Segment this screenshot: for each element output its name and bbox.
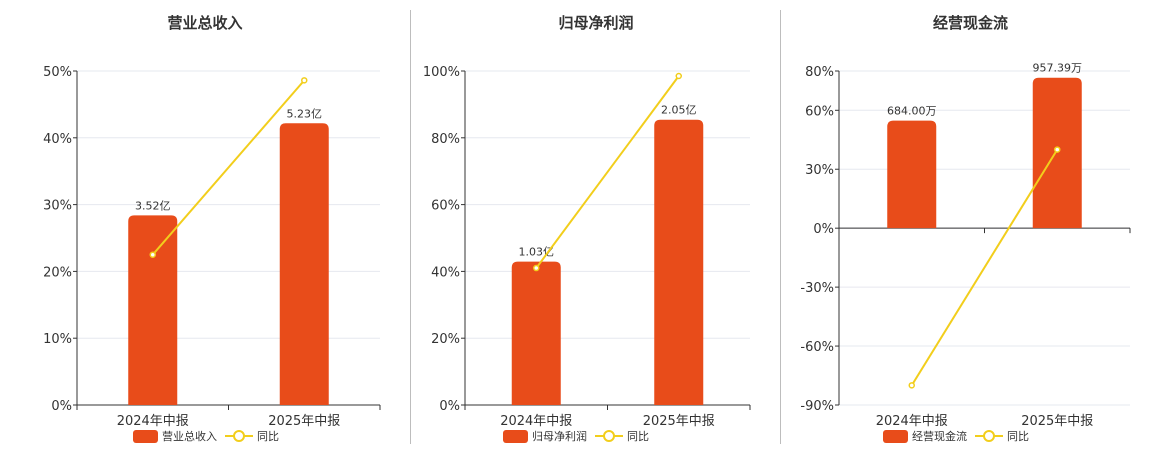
legend-bar-swatch	[883, 429, 908, 443]
legend-item-line[interactable]: 同比	[225, 428, 279, 444]
bar[interactable]	[279, 123, 329, 406]
yoy-point[interactable]	[533, 264, 540, 272]
y-tick-label: 20%	[43, 265, 72, 280]
chart-panel-cash-flow: 经营现金流 -90% -60% -30% 0% 30% 60% 80% 684.00万 2024…	[781, 0, 1160, 450]
chart-plot: -90% -60% -30% 0% 30% 60% 80% 684.00万 2024年中报 957…	[800, 62, 1131, 429]
yoy-point[interactable]	[1054, 146, 1061, 153]
y-tick-label: 40%	[431, 265, 460, 280]
bar[interactable]	[887, 120, 937, 229]
yoy-line	[535, 75, 680, 269]
legend-bar-label: 营业总收入	[162, 430, 217, 443]
y-tick-label: 30%	[43, 199, 72, 214]
legend: 归母净利润 同比	[503, 428, 649, 444]
legend: 营业总收入 同比	[133, 428, 279, 444]
legend-item-bar[interactable]: 营业总收入	[133, 428, 217, 444]
panel-divider	[780, 10, 781, 444]
y-tick-label: 0%	[439, 399, 460, 414]
chart-title: 经营现金流	[932, 14, 1008, 32]
x-tick-label: 2025年中报	[643, 414, 715, 429]
y-tick-label: 30%	[805, 163, 834, 178]
legend-bar-label: 归母净利润	[532, 430, 587, 443]
y-tick-label: -60%	[800, 340, 834, 355]
yoy-point[interactable]	[675, 72, 682, 80]
x-tick-label: 2025年中报	[268, 414, 340, 429]
chart-panel-net-profit: 归母净利润 0% 20% 40% 60% 80% 100% 1.03亿 2024年中报 2.05…	[411, 0, 781, 450]
y-tick-label: 20%	[431, 332, 460, 347]
y-tick-label: 0%	[813, 222, 834, 237]
legend-item-bar[interactable]: 经营现金流	[883, 428, 967, 444]
legend: 经营现金流 同比	[883, 428, 1029, 444]
legend-bar-swatch	[503, 429, 528, 443]
chart-plot: 0% 10% 20% 30% 40% 50% 3.52亿 2024年中报 5.23亿 2025年中…	[43, 65, 381, 429]
y-tick-label: 0%	[51, 399, 72, 414]
yoy-line	[910, 149, 1059, 386]
data-label: 957.39万	[1033, 62, 1083, 75]
data-label: 2.05亿	[661, 104, 697, 117]
y-tick-label: 60%	[431, 199, 460, 214]
legend-item-line[interactable]: 同比	[975, 428, 1029, 444]
legend-line-label: 同比	[1007, 430, 1029, 443]
yoy-point[interactable]	[301, 77, 308, 84]
x-tick-label: 2024年中报	[117, 414, 189, 429]
x-tick-label: 2024年中报	[500, 414, 572, 429]
legend-line-swatch	[595, 429, 623, 443]
y-tick-label: 60%	[805, 104, 834, 119]
bar[interactable]	[654, 119, 704, 405]
chart-title: 营业总收入	[167, 14, 243, 32]
y-tick-label: -30%	[800, 281, 834, 296]
legend-line-label: 同比	[257, 430, 279, 443]
bar[interactable]	[1032, 77, 1082, 229]
y-tick-label: 100%	[423, 65, 460, 80]
chart-title: 归母净利润	[558, 14, 634, 32]
chart-plot: 0%20%40%60%80%100%1.03亿2024年中报2.05亿2025年…	[423, 65, 751, 429]
data-label: 684.00万	[887, 105, 937, 118]
yoy-point[interactable]	[149, 251, 156, 258]
y-tick-label: -90%	[800, 399, 834, 414]
legend-line-swatch	[975, 429, 1003, 443]
y-tick-label: 80%	[805, 65, 834, 80]
legend-bar-label: 经营现金流	[912, 430, 967, 443]
bar[interactable]	[128, 215, 178, 405]
data-label: 3.52亿	[135, 199, 171, 212]
y-tick-label: 80%	[431, 132, 460, 147]
panel-divider	[410, 10, 411, 444]
y-tick-label: 40%	[43, 132, 72, 147]
legend-bar-swatch	[133, 429, 158, 443]
yoy-point[interactable]	[908, 382, 915, 389]
y-tick-label: 10%	[43, 332, 72, 347]
legend-item-line[interactable]: 同比	[595, 428, 649, 444]
x-tick-label: 2025年中报	[1021, 414, 1093, 429]
yoy-line	[151, 79, 306, 256]
data-label: 5.23亿	[287, 107, 323, 120]
x-tick-label: 2024年中报	[876, 414, 948, 429]
legend-line-swatch	[225, 429, 253, 443]
bar[interactable]	[511, 261, 561, 405]
legend-item-bar[interactable]: 归母净利润	[503, 428, 587, 444]
y-tick-label: 50%	[43, 65, 72, 80]
chart-panel-revenue: 营业总收入 0% 10% 20% 30% 40% 50% 3.52亿 2024年中报 5.23亿…	[0, 0, 410, 450]
legend-line-label: 同比	[627, 430, 649, 443]
